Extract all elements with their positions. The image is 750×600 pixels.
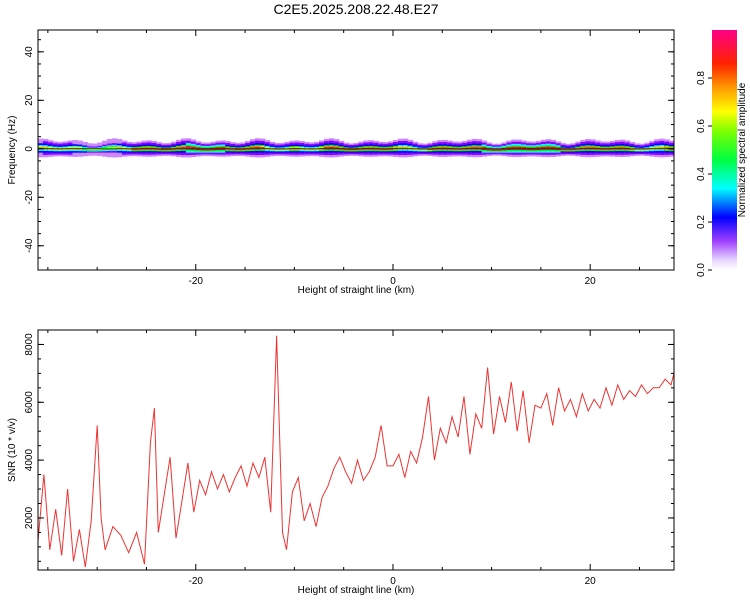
snr-panel: -20 0 20 2000 4000 6000 8000 Height of straigh… (7, 329, 675, 596)
snr-frame (37, 329, 675, 571)
heatmap-cell (664, 147, 670, 149)
heatmap-cell (511, 147, 517, 149)
heatmap-cell (274, 148, 281, 150)
heatmap-cell (501, 148, 507, 150)
heatmap-cell (185, 147, 192, 149)
heatmap-cell (659, 147, 665, 149)
snr-ytick-label: 2000 (24, 506, 35, 529)
heatmap-cell (92, 149, 98, 151)
heatmap-cell (570, 149, 576, 151)
heatmap-cell (166, 148, 172, 150)
heatmap-cell (407, 147, 414, 150)
heatmap-cell (590, 147, 596, 149)
spectrogram-ylabel: Frequency (Hz) (7, 116, 18, 185)
heatmap-cell (644, 148, 650, 150)
heatmap-cell (328, 147, 335, 149)
spectrogram-ticks: -20 0 20 -40 -20 0 20 40 (24, 30, 674, 287)
heatmap-cell (38, 147, 44, 149)
heatmap-cell (471, 147, 478, 149)
heatmap-cell (585, 147, 591, 149)
heatmap-cell (540, 147, 547, 150)
heatmap-cell (323, 147, 330, 149)
heatmap-cell (343, 148, 350, 150)
heatmap-cell (190, 147, 197, 149)
heatmap-cell (254, 147, 261, 149)
spectrogram-xtick-label: 0 (390, 276, 396, 287)
heatmap-cell (259, 147, 266, 149)
spectrogram-ytick-label: -20 (24, 190, 35, 205)
chart-title: C2E5.2025.208.22.48.E27 (273, 1, 438, 17)
snr-ytick-label: 8000 (24, 333, 35, 356)
colorbar-label: Normalized spectral amplitude (737, 82, 748, 217)
heatmap-cell (309, 148, 315, 150)
heatmap-cell (427, 148, 434, 150)
snr-xtick-label: 20 (585, 576, 597, 587)
heatmap-cell (161, 149, 167, 150)
snr-xtick-label: 0 (390, 576, 396, 587)
colorbar: 0.0 0.2 0.4 0.6 0.8 Normalized spectral ampl… (696, 30, 748, 277)
spectrogram-xtick-label: -20 (189, 276, 204, 287)
heatmap-cell (87, 149, 93, 151)
heatmap-cell (466, 147, 473, 150)
heatmap-cell (402, 147, 409, 149)
heatmap-cell (545, 147, 552, 149)
snr-ticks: -20 0 20 2000 4000 6000 8000 (24, 329, 674, 587)
heatmap-cell (486, 148, 493, 150)
spectrogram-ytick-label: 0 (24, 146, 35, 152)
spectrogram-ytick-label: 20 (24, 94, 35, 106)
heatmap-cell (639, 149, 646, 151)
heatmap-cell (353, 148, 360, 150)
heatmap-cell (250, 147, 256, 149)
heatmap-cell (654, 147, 660, 149)
heatmap-cell (550, 147, 557, 150)
heatmap-cell (279, 148, 286, 150)
heatmap-cell (200, 148, 207, 150)
heatmap-cell (235, 148, 241, 150)
colorbar-gradient (712, 30, 737, 270)
spectrogram-frame (37, 29, 675, 271)
colorbar-tick-label: 0.6 (696, 119, 707, 133)
heatmap-cell (422, 149, 429, 151)
heatmap-cell (619, 147, 626, 150)
heatmap-cell (111, 147, 118, 149)
snr-xtick-label: -20 (189, 576, 204, 587)
colorbar-tick-label: 0.0 (696, 263, 707, 277)
heatmap-cell (240, 148, 246, 150)
spectrogram-heatmap (38, 138, 674, 158)
heatmap-cell (491, 149, 498, 151)
spectrogram-panel: -20 0 20 -40 -20 0 20 40 Height of straight lin… (7, 29, 675, 296)
spectrogram-xlabel: Height of straight line (km) (298, 285, 415, 296)
heatmap-cell (107, 147, 113, 149)
heatmap-cell (516, 147, 522, 149)
heatmap-cell (42, 147, 49, 149)
spectrogram-xtick-label: 20 (585, 276, 597, 287)
heatmap-cell (397, 147, 404, 149)
heatmap-cell (634, 149, 641, 151)
snr-ytick-label: 6000 (24, 391, 35, 414)
colorbar-tick-label: 0.8 (696, 71, 707, 85)
snr-ylabel: SNR (10 * v/v) (7, 418, 18, 482)
heatmap-cell (116, 147, 123, 149)
heatmap-cell (565, 149, 572, 151)
colorbar-tick-label: 0.4 (696, 167, 707, 181)
heatmap-cell (496, 149, 503, 151)
heatmap-cell (205, 148, 212, 150)
colorbar-ticks: 0.0 0.2 0.4 0.6 0.8 (696, 71, 712, 277)
heatmap-cell (97, 148, 103, 150)
heatmap-cell (476, 147, 483, 149)
heatmap-cell (348, 149, 355, 151)
snr-xlabel: Height of straight line (km) (298, 585, 415, 596)
heatmap-cell (333, 147, 340, 149)
snr-series-line (38, 335, 674, 568)
heatmap-cell (560, 148, 567, 150)
spectrogram-ytick-label: 40 (24, 46, 35, 58)
colorbar-tick-label: 0.2 (696, 215, 707, 229)
spectrogram-ytick-label: -40 (24, 238, 35, 253)
snr-ytick-label: 4000 (24, 449, 35, 472)
heatmap-cell (180, 147, 187, 149)
heatmap-cell (417, 149, 424, 151)
